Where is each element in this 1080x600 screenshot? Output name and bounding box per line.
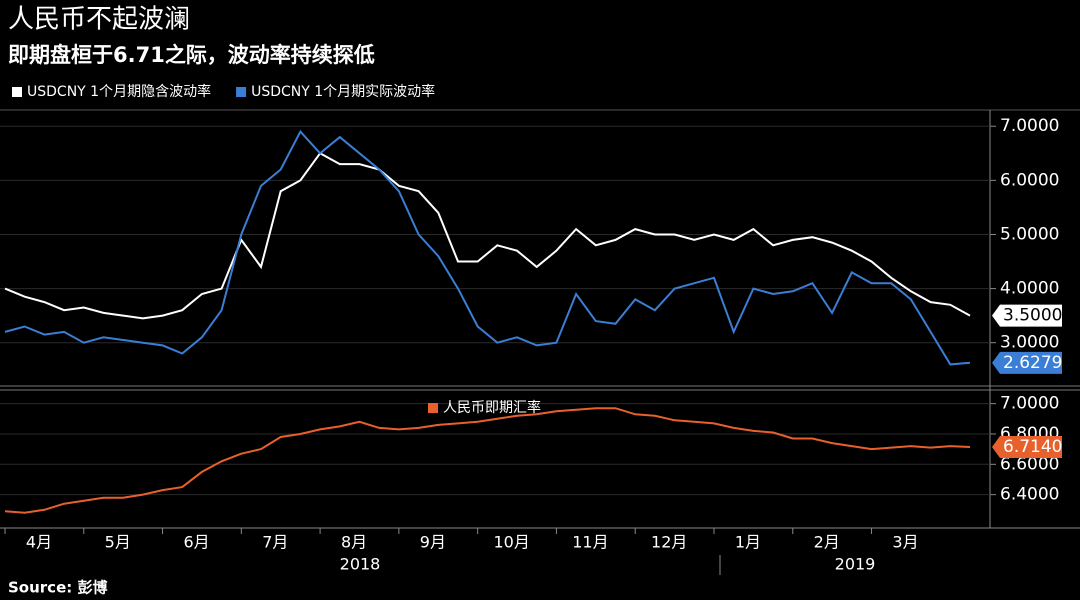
legend-swatch: [428, 403, 438, 413]
series-line: [4, 407, 971, 514]
y-tick-label: 7.0000: [1000, 394, 1059, 414]
legend-swatch: [236, 87, 247, 97]
legend-label: USDCNY 1个月期实际波动率: [251, 83, 435, 100]
x-tick-label: 1月: [735, 533, 761, 552]
y-tick-label: 5.0000: [1000, 224, 1059, 244]
y-tick-label: 3.0000: [1000, 333, 1059, 353]
y-tick-label: 7.0000: [1000, 116, 1059, 136]
legend-swatch: [12, 87, 22, 97]
chart-title: 人民币不起波澜: [8, 5, 190, 35]
series-line: [4, 151, 971, 320]
x-tick-label: 8月: [341, 533, 367, 552]
value-label: 3.5000: [1003, 306, 1062, 326]
value-label: 6.7140: [1003, 437, 1062, 457]
value-badge: [992, 351, 1062, 374]
x-group-label: 2019: [835, 555, 876, 574]
x-tick-label: 4月: [26, 533, 52, 552]
chart-subtitle: 即期盘桓于6.71之际，波动率持续探低: [8, 43, 375, 67]
x-tick-label: 12月: [651, 533, 687, 552]
x-tick-label: 2月: [814, 533, 840, 552]
y-tick-label: 6.0000: [1000, 170, 1059, 190]
y-tick-label: 6.4000: [1000, 485, 1059, 505]
x-group-label: 2018: [340, 555, 381, 574]
x-tick-label: 3月: [892, 533, 918, 552]
y-tick-label: 6.6000: [1000, 454, 1059, 474]
y-tick-label: 4.0000: [1000, 279, 1059, 299]
series-line: [4, 129, 971, 366]
x-tick-label: 6月: [183, 533, 209, 552]
source: Source: 彭博: [8, 579, 107, 597]
x-tick-label: 11月: [572, 533, 608, 552]
legend-label: USDCNY 1个月期隐含波动率: [27, 83, 211, 100]
x-tick-label: 7月: [262, 533, 288, 552]
x-tick-label: 5月: [105, 533, 131, 552]
x-tick-label: 10月: [493, 533, 529, 552]
value-label: 2.6279: [1003, 353, 1062, 373]
x-tick-label: 9月: [420, 533, 446, 552]
legend-label: 人民币即期汇率: [443, 399, 541, 416]
value-badge: [992, 304, 1062, 327]
value-badge: [992, 436, 1062, 459]
